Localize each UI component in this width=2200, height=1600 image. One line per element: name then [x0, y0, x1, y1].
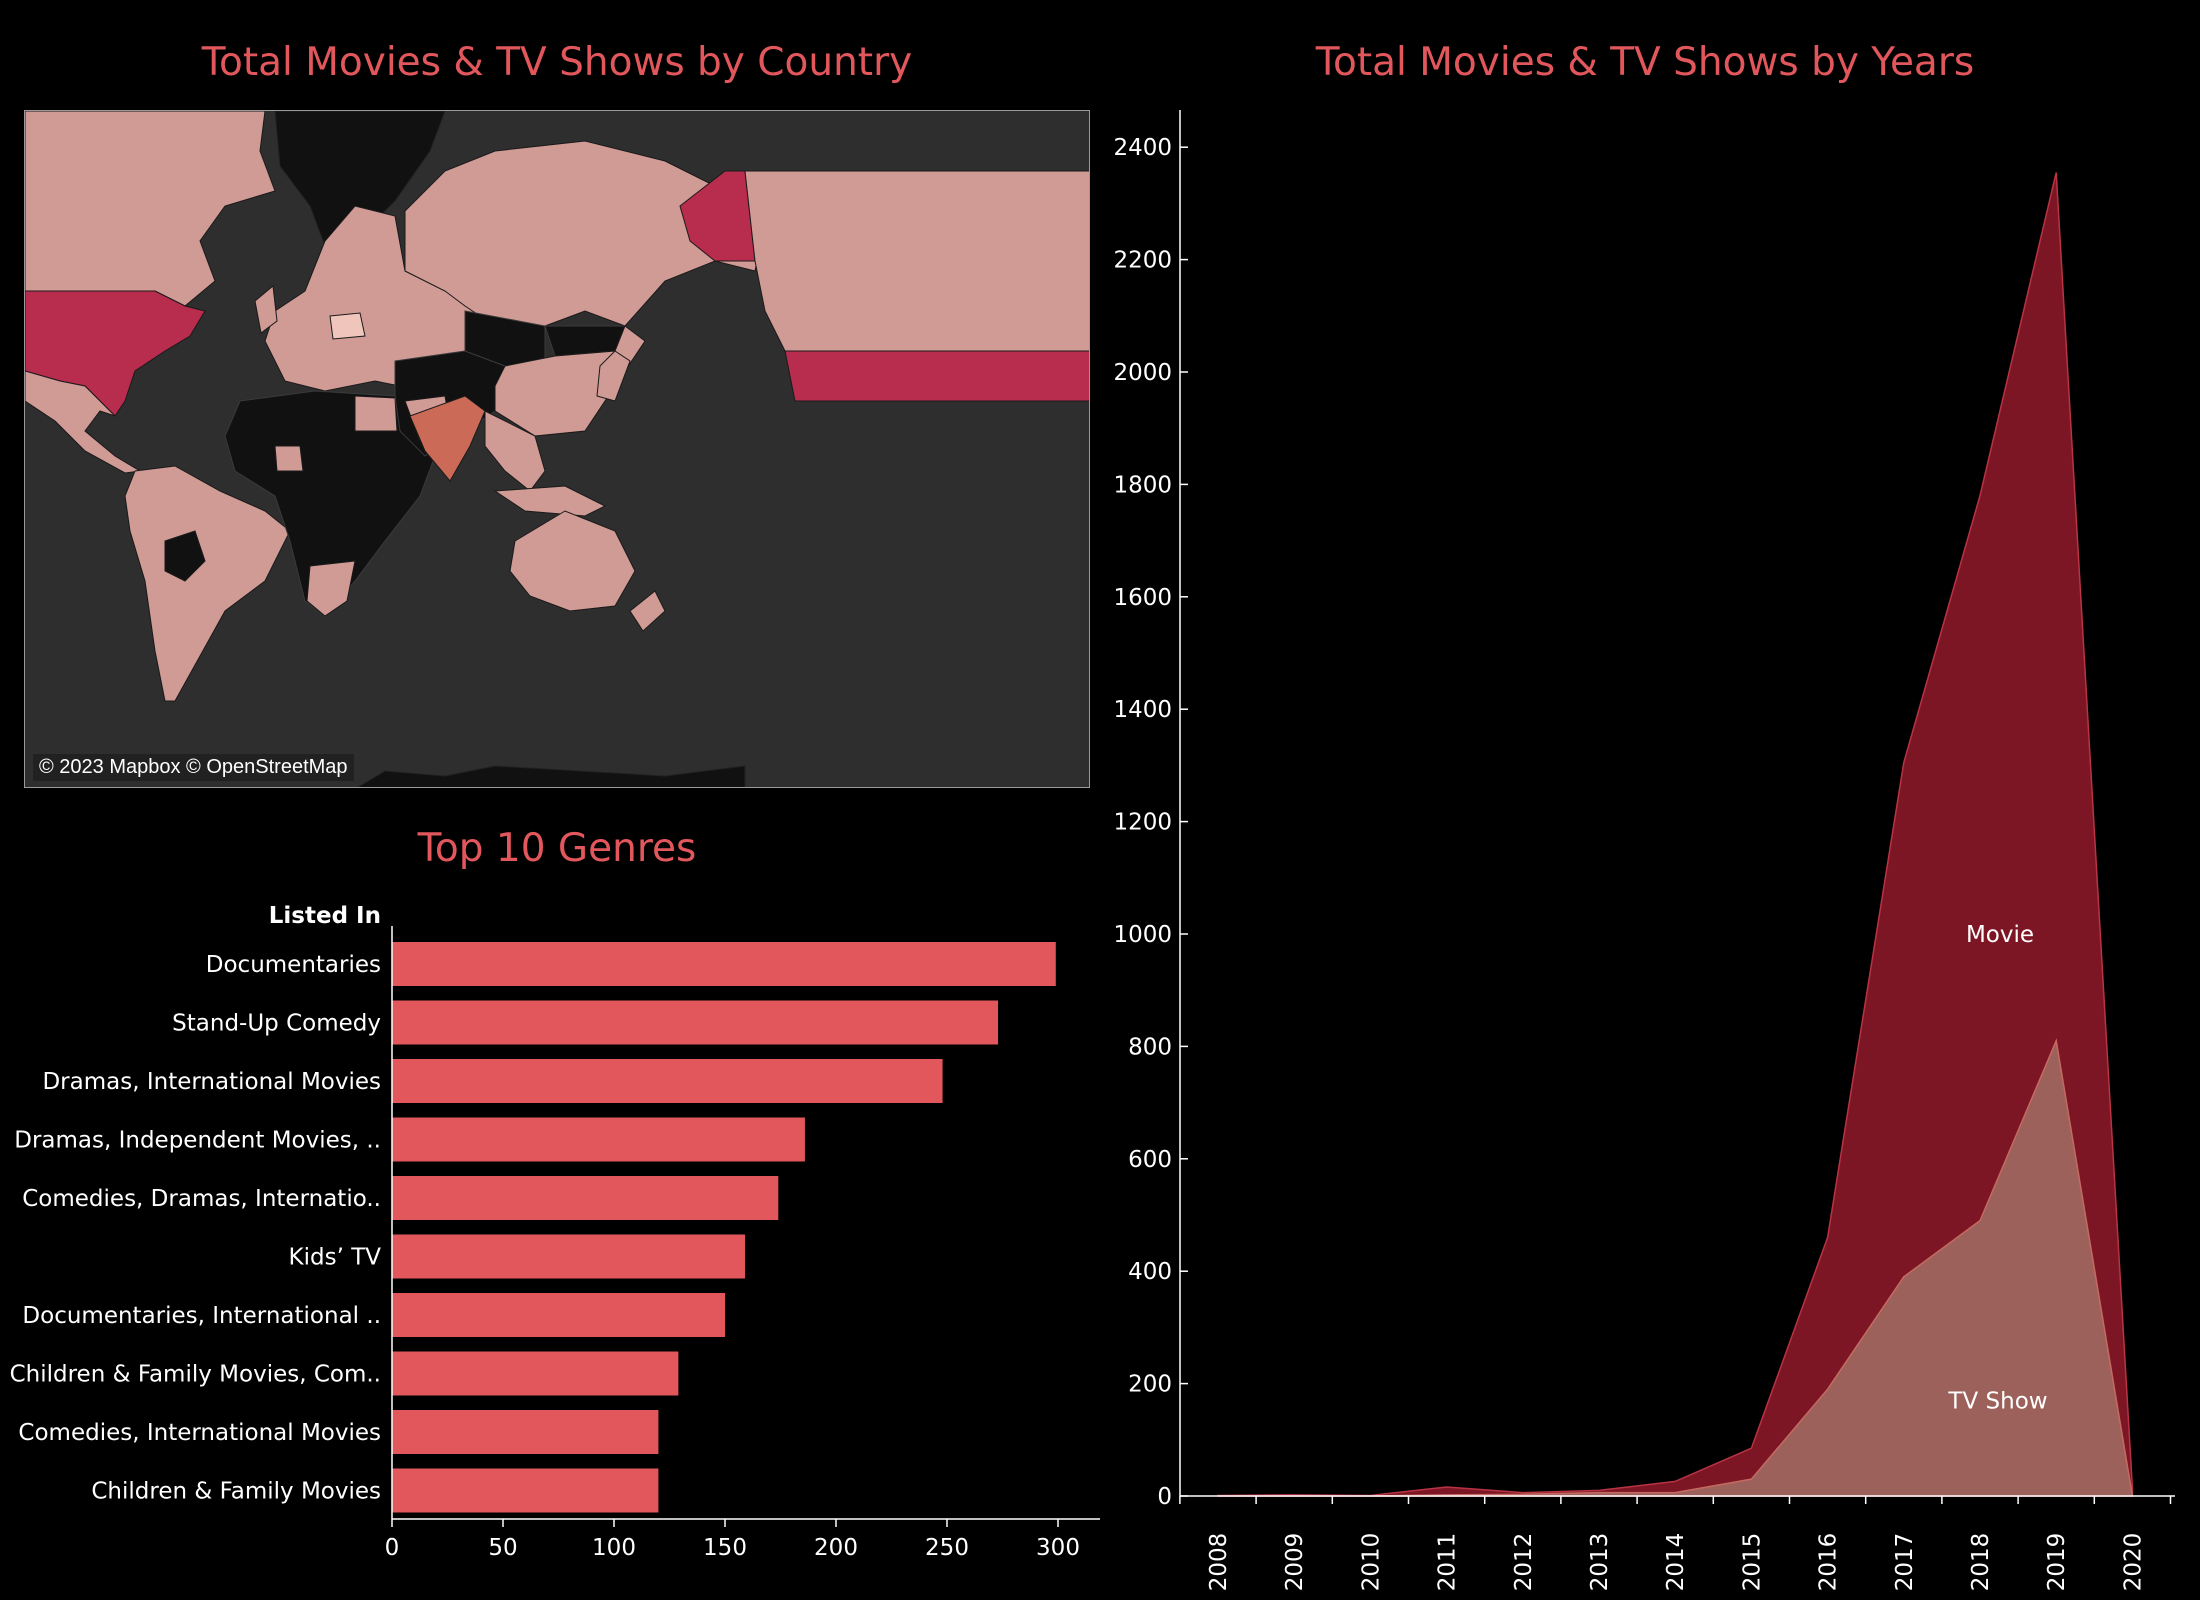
genres-x-tick-label: 50: [488, 1535, 517, 1561]
genres-x-tick-label: 200: [814, 1535, 858, 1561]
genre-label: Comedies, International Movies: [18, 1420, 381, 1446]
years-y-tick-label: 800: [1128, 1034, 1172, 1060]
years-y-tick-label: 1600: [1113, 585, 1172, 611]
genre-label: Stand-Up Comedy: [172, 1011, 381, 1037]
genre-label: Documentaries, International ..: [22, 1303, 381, 1329]
years-y-tick-label: 1200: [1113, 810, 1172, 836]
map-credit: © 2023 Mapbox © OpenStreetMap: [33, 754, 354, 781]
map-region-new-zealand: [629, 590, 666, 632]
genres-x-tick-label: 150: [703, 1535, 747, 1561]
map-region-south-africa: [306, 560, 356, 617]
world-map-canvas[interactable]: [25, 111, 1090, 788]
genre-bar[interactable]: [392, 1468, 659, 1513]
map-land-layer: [25, 111, 1089, 787]
map-region-russia: [404, 140, 766, 327]
years-x-tick-label: 2013: [1587, 1533, 1613, 1592]
genres-axis-label: Listed In: [269, 903, 381, 929]
years-x-tick-label: 2010: [1358, 1533, 1384, 1592]
years-y-tick-label: 400: [1128, 1259, 1172, 1285]
genre-bar[interactable]: [392, 1293, 725, 1337]
years-axes: 0 200 400 600 800 1000 1200 1400 1600 1800 2000 220…: [1113, 110, 2175, 1591]
years-y-tick-label: 600: [1128, 1147, 1172, 1173]
years-title: Total Movies & TV Shows by Years: [1315, 40, 1975, 85]
genres-title: Top 10 Genres: [417, 826, 697, 871]
years-x-tick-label: 2008: [1206, 1533, 1232, 1592]
map-region-india: [409, 395, 486, 482]
genre-bar[interactable]: [392, 1234, 745, 1279]
years-y-tick-label: 200: [1128, 1372, 1172, 1398]
genre-label: Children & Family Movies, Com..: [10, 1362, 381, 1388]
years-y-tick-label: 2200: [1113, 248, 1172, 274]
genres-x-axis: 0 50 100 150 200 250 300: [385, 926, 1100, 1561]
genre-label: Kids’ TV: [289, 1245, 382, 1271]
years-y-tick-label: 1000: [1113, 922, 1172, 948]
years-x-tick-label: 2016: [1816, 1533, 1842, 1592]
years-y-tick-label: 0: [1157, 1484, 1172, 1510]
series-area-movie[interactable]: [1217, 172, 2134, 1497]
years-y-tick-label: 1400: [1113, 697, 1172, 723]
genre-label: Documentaries: [206, 952, 381, 978]
genre-bar[interactable]: [392, 1176, 779, 1220]
years-x-tick-label: 2019: [2044, 1533, 2070, 1592]
years-x-tick-label: 2017: [1892, 1533, 1918, 1592]
years-x-tick-label: 2012: [1511, 1533, 1537, 1592]
genre-bar[interactable]: [392, 1410, 659, 1454]
years-x-tick-label: 2014: [1663, 1533, 1689, 1592]
genre-bar[interactable]: [392, 1059, 943, 1103]
map-region-antarctica: [357, 765, 746, 787]
genres-x-tick-label: 300: [1036, 1535, 1080, 1561]
years-x-tick-label: 2011: [1435, 1533, 1461, 1592]
map-region-poland: [329, 312, 366, 340]
genres-x-tick-label: 100: [592, 1535, 636, 1561]
map-title: Total Movies & TV Shows by Country: [201, 40, 913, 85]
map-region-canada-east: [744, 170, 1089, 352]
genres-x-tick-label: 0: [385, 1535, 400, 1561]
years-areas: Movie TV Show: [1217, 172, 2134, 1497]
genres-bar-chart: Listed In Documentaries Stand-Up Comedy Dr…: [10, 903, 1100, 1561]
map-region-indonesia: [493, 485, 607, 517]
map-region-egypt: [354, 395, 398, 432]
world-map[interactable]: © 2023 Mapbox © OpenStreetMap: [24, 110, 1090, 788]
years-x-tick-label: 2015: [1739, 1533, 1765, 1592]
series-label-tv-show: TV Show: [1947, 1388, 2047, 1414]
map-region-south-america-nodata: [164, 530, 206, 582]
genre-label: Children & Family Movies: [91, 1479, 381, 1505]
years-x-tick-label: 2009: [1282, 1533, 1308, 1592]
years-x-tick-label: 2020: [2120, 1533, 2146, 1592]
genre-bar[interactable]: [392, 942, 1056, 986]
genre-bar[interactable]: [392, 1000, 999, 1045]
genre-label: Comedies, Dramas, Internatio..: [22, 1186, 381, 1212]
genre-bar[interactable]: [392, 1351, 679, 1396]
map-region-nigeria: [274, 445, 304, 472]
map-region-uk: [254, 285, 278, 334]
genre-bar[interactable]: [392, 1117, 805, 1162]
genres-bars: Documentaries Stand-Up Comedy Dramas, Inte…: [10, 942, 1056, 1513]
years-area-chart: Movie TV Show 0 200 400 600 800 1000 1200 1400 16…: [1113, 110, 2175, 1591]
years-y-tick-label: 1800: [1113, 472, 1172, 498]
years-y-tick-label: 2400: [1113, 135, 1172, 161]
series-label-movie: Movie: [1966, 922, 2034, 948]
map-region-mexico: [25, 370, 142, 474]
map-region-canada: [25, 111, 276, 307]
map-region-japan: [596, 350, 631, 402]
map-region-usa-east: [784, 350, 1089, 402]
map-region-australia: [509, 510, 636, 612]
genre-label: Dramas, Independent Movies, ..: [14, 1128, 381, 1154]
years-x-tick-label: 2018: [1968, 1533, 1994, 1592]
map-region-south-america: [124, 465, 291, 702]
genre-label: Dramas, International Movies: [42, 1069, 381, 1095]
years-y-tick-label: 2000: [1113, 360, 1172, 386]
genres-x-tick-label: 250: [925, 1535, 969, 1561]
